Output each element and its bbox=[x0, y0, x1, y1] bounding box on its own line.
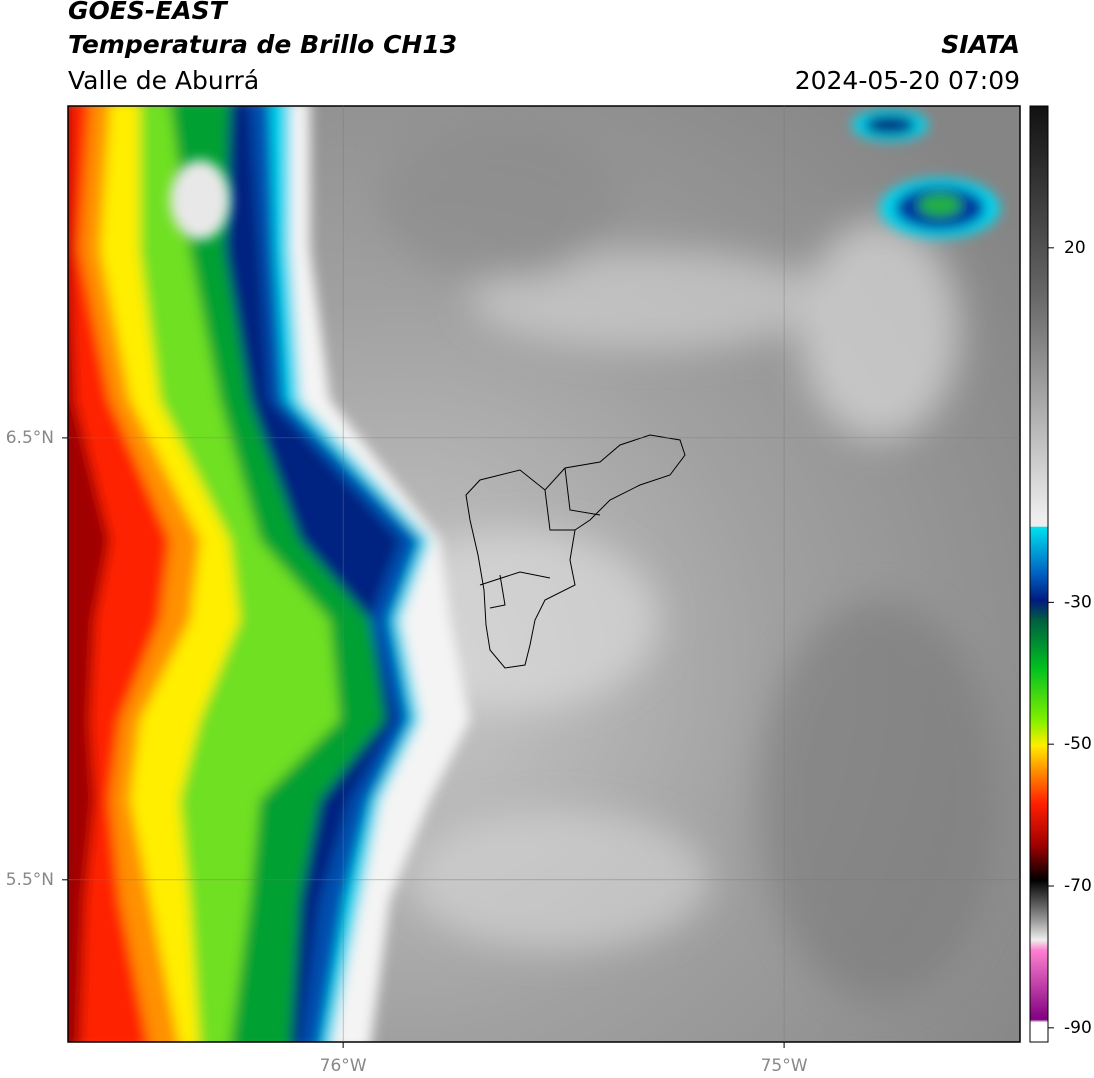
valley-outline bbox=[465, 434, 686, 669]
cloud-cells bbox=[170, 109, 1000, 240]
colorbar-label: -30 bbox=[1064, 592, 1092, 612]
lat-label: 6.5°N bbox=[6, 428, 54, 448]
lon-label: 76°W bbox=[320, 1056, 367, 1076]
lat-label: 5.5°N bbox=[6, 870, 54, 890]
title: GOES-EAST bbox=[68, 0, 227, 25]
colorbar-label: -50 bbox=[1064, 734, 1092, 754]
colorbar-label: 20 bbox=[1064, 238, 1086, 258]
imagery bbox=[68, 106, 1020, 1042]
datetime: 2024-05-20 07:09 bbox=[794, 66, 1020, 95]
map-frame bbox=[67, 105, 1021, 1043]
lon-label: 75°W bbox=[761, 1056, 808, 1076]
colorbar-label: -90 bbox=[1064, 1018, 1092, 1038]
region: Valle de Aburrá bbox=[68, 66, 260, 95]
subtitle: Temperatura de Brillo CH13 bbox=[68, 30, 458, 59]
colorbar bbox=[1029, 105, 1049, 1043]
cold-cloud-band bbox=[68, 106, 470, 1042]
cloud-layer bbox=[68, 106, 110, 1042]
colorbar-label: -70 bbox=[1064, 876, 1092, 896]
source: SIATA bbox=[941, 30, 1020, 59]
